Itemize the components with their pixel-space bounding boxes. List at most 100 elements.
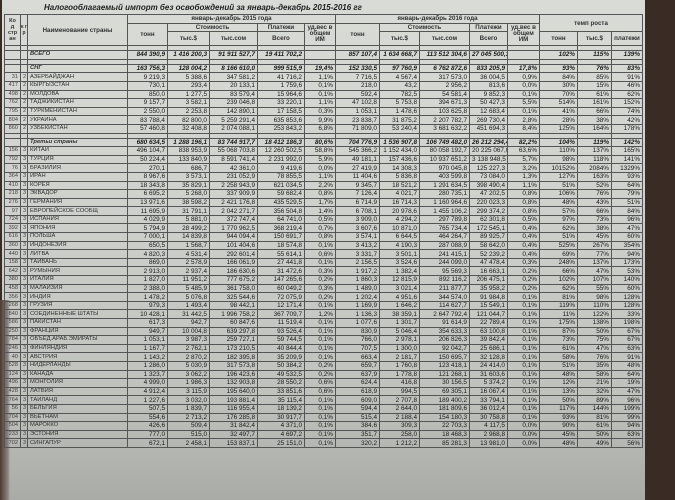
cell-code: 156 <box>4 146 21 156</box>
cell-som-2015: 259 727,1 <box>209 335 258 345</box>
cell-som-2016: 18 468,3 <box>419 429 470 440</box>
cell-code: 392 <box>4 223 21 234</box>
cell-usd-2016: 3 021,4 <box>379 283 420 294</box>
cell-country-name: ГРУЗИЯ <box>27 300 128 311</box>
cell-country-name: ЕВРОПЕЙСКОЕ СООБЩ <box>27 206 128 216</box>
cell-usd-2015: 2 713,2 <box>167 412 210 423</box>
cell-tons-2016: 1 053,1 <box>335 106 380 117</box>
cell-country-name: ТАИЛАНД <box>27 395 128 405</box>
cell-payments-2015: 368 219,4 <box>257 223 305 234</box>
cell-usd-2015: 5 485,9 <box>167 283 210 294</box>
cell-growth-usd: 58% <box>577 369 612 380</box>
cell-tons-2016: 1 489,0 <box>335 283 380 294</box>
header-growth: темп роста <box>538 13 644 33</box>
cell-code: 410 <box>4 180 21 191</box>
header-usd-2016: тыс.$ <box>379 31 420 47</box>
cell-som-2015: 777 675,2 <box>209 275 258 285</box>
cell-country-name: ИНДИЯ <box>27 292 128 302</box>
cell-country-name: УЗБЕКИСТАН <box>27 123 128 134</box>
cell-tons-2016: 857 107,4 <box>335 50 380 60</box>
cell-country-name: ГЕРМАНИЯ <box>27 197 128 208</box>
cell-usd-2016: 1 152 434,0 <box>379 146 420 156</box>
cell-som-2016: 892 116,2 <box>419 275 470 285</box>
cell-growth-tons: 104% <box>539 137 578 148</box>
cell-growth-tons: 248% <box>539 257 578 268</box>
header-code: Ко д стр ан <box>4 13 21 47</box>
cell-growth-payments: 60% <box>610 232 644 242</box>
table-row: 458 3 МАЛАЙЗИЯ 2 388,0 5 485,9 361 758,0 60 04… <box>4 283 644 294</box>
cell-usd-2015: 10 004,8 <box>167 326 210 337</box>
cell-group: 2 <box>20 115 28 125</box>
cell-payments-2016: 813,6 <box>469 80 508 91</box>
cell-payments-2015: 4 697,2 <box>257 429 305 440</box>
cell-country-name: БЕЛЬГИЯ <box>27 403 128 414</box>
cell-share-2015: 0,3% <box>304 106 336 117</box>
cell-tons-2015: 507,5 <box>127 403 168 414</box>
cell-payments-2016: 220 023,3 <box>469 197 508 208</box>
cell-share-2015: 1,7% <box>304 197 336 208</box>
cell-share-2016: 0,0% <box>507 421 540 431</box>
cell-share-2016: 0,1% <box>507 360 540 371</box>
cell-tons-2016: 545 366,2 <box>335 146 380 156</box>
table-row: 840 3 СОЕДИНЕННЫЕ ШТАТЫ 10 428,1 31 442,5 1 9… <box>4 309 644 319</box>
cell-code: 31 <box>4 72 21 82</box>
cell-som-2015: 8 166 610,0 <box>209 63 258 74</box>
cell-code: 364 <box>4 171 21 182</box>
cell-share-2015: 58,8% <box>304 146 336 156</box>
cell-som-2016: 280 735,1 <box>419 189 470 199</box>
cell-code: 616 <box>4 232 21 242</box>
cell-share-2015: 5,9% <box>304 154 336 165</box>
cell-payments-2015: 1 759,6 <box>257 80 305 91</box>
cell-tons-2015: 680 634,5 <box>127 137 168 148</box>
cell-growth-payments: 47% <box>610 386 644 397</box>
spacer-row <box>4 132 644 139</box>
cell-payments-2015: 635 853,6 <box>257 115 305 125</box>
table-row: 124 3 КАНАДА 1 323,7 3 062,2 196 423,6 49 532,… <box>4 369 644 380</box>
cell-usd-2015: 942,7 <box>167 318 210 328</box>
cell-growth-payments: 199% <box>610 403 644 414</box>
cell-growth-payments: 128% <box>610 300 644 311</box>
cell-growth-payments: 1329% <box>610 163 644 173</box>
cis-subtotal-row: СНГ 163 756,3 128 004,2 8 166 610,0 999 515,… <box>4 63 644 74</box>
cell-growth-tons: 10152% <box>539 163 578 173</box>
cell-growth-tons: 97% <box>539 214 578 225</box>
cell-growth-payments: 128% <box>610 292 644 302</box>
cell-payments-2016: 25 686,1 <box>469 343 508 354</box>
cell-growth-tons: 525% <box>539 240 578 251</box>
cell-usd-2016: 3 524,6 <box>379 257 420 268</box>
cell-code: 417 <box>4 80 21 91</box>
cell-som-2016: 2 207 782,7 <box>419 115 470 125</box>
cell-som-2016: 241 415,1 <box>419 249 470 259</box>
cell-tons-2016: 594,4 <box>335 403 380 414</box>
cell-share-2016: 0,8% <box>507 197 540 208</box>
cell-som-2015: 60 847,6 <box>209 318 258 328</box>
cell-country-name: ИРАН <box>27 171 128 182</box>
table-row: 504 3 МАРОККО 426,6 509,4 31 842,4 4 371,0 0,1%… <box>4 421 644 431</box>
cell-country-name: ВСЕГО <box>27 50 128 60</box>
cell-som-2015: 166 061,9 <box>209 257 258 268</box>
cell-usd-2015: 3 987,3 <box>167 335 210 345</box>
cell-growth-usd: 119% <box>577 137 612 148</box>
cell-som-2015: 8 591 741,4 <box>209 154 258 165</box>
cell-som-2016: 95 569,3 <box>419 266 470 277</box>
cell-usd-2016: 5 046,4 <box>379 326 420 337</box>
cell-group: 3 <box>20 326 28 337</box>
cell-tons-2015: 5 794,9 <box>127 223 168 234</box>
table-row: 40 3 АВСТРИЯ 1 143,2 2 870,2 182 395,8 35 209,… <box>4 352 644 362</box>
cell-usd-2016: 5 836,8 <box>379 171 420 182</box>
cell-usd-2015: 14 839,8 <box>167 232 210 242</box>
cell-usd-2016: 994,5 <box>379 386 420 397</box>
cell-usd-2015: 2 253,8 <box>167 106 210 117</box>
cell-group: 2 <box>20 98 28 108</box>
cell-growth-usd: 77% <box>577 249 612 259</box>
cell-payments-2016: 58 642,0 <box>469 240 508 251</box>
cell-group: 3 <box>20 318 28 328</box>
cell-group: 3 <box>20 206 28 216</box>
cell-share-2015: 0,3% <box>304 283 336 294</box>
table-row: 496 3 МОНГОЛИЯ 4 999,0 1 986,3 132 903,8 28 55… <box>4 378 644 388</box>
cell-growth-usd: 49% <box>577 438 612 448</box>
cell-share-2016: 0,2% <box>507 275 540 285</box>
cell-group: 3 <box>20 429 28 440</box>
cell-tons-2016: 6 708,1 <box>335 206 380 216</box>
cell-payments-2015: 4 371,0 <box>257 421 305 431</box>
